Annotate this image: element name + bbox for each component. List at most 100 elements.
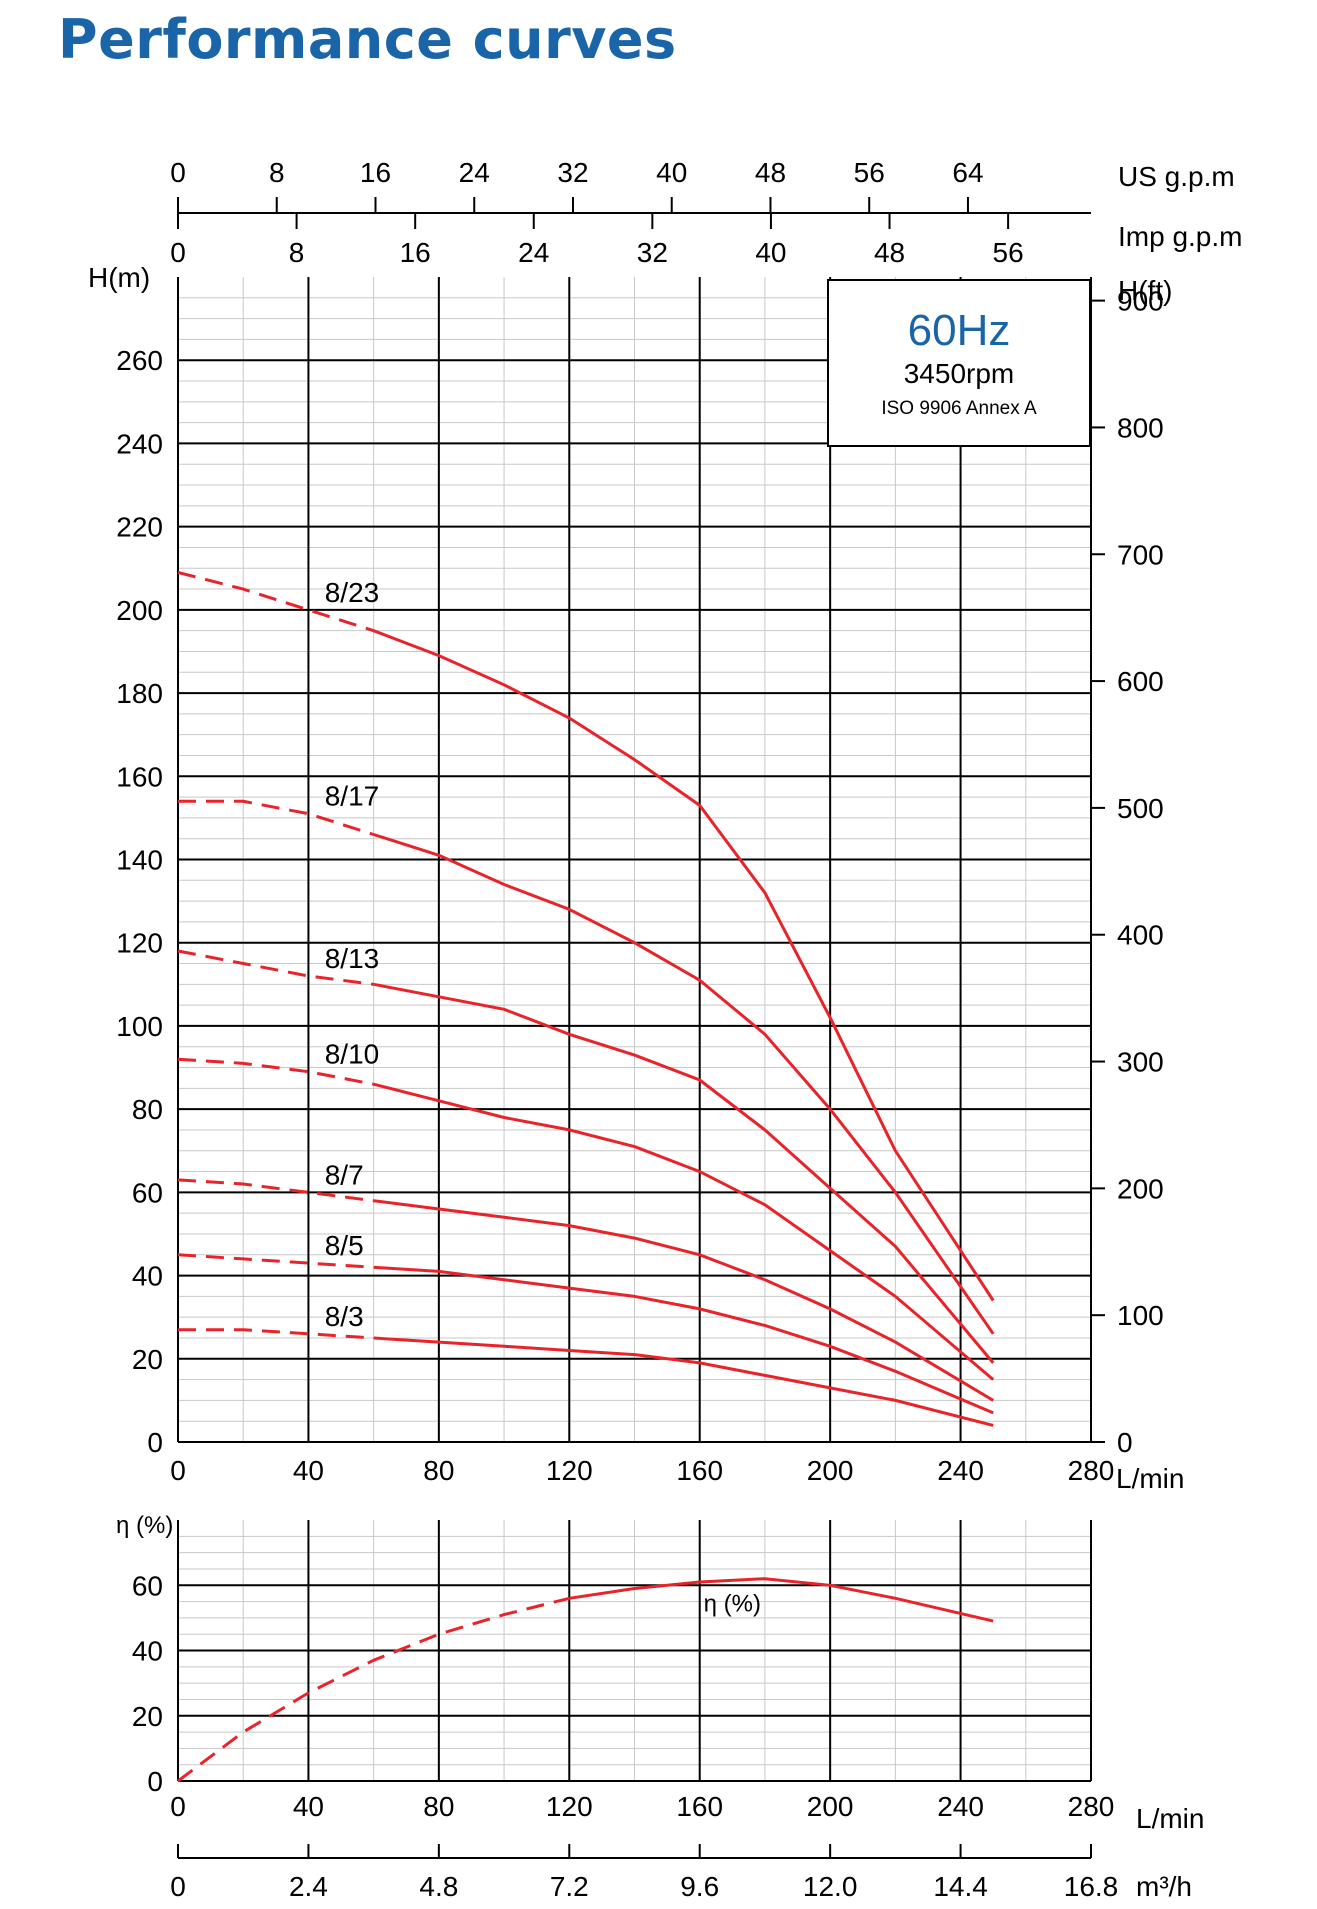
info-box [827,279,1091,447]
y2-tick-label: 400 [1117,920,1164,951]
y-tick-label: 160 [116,761,163,792]
series-label: 8/5 [325,1230,364,1261]
curve-8-23-dashed [177,570,375,633]
us-gpm-tick-label: 48 [755,157,786,188]
series-label: η (%) [704,1590,761,1617]
imp-gpm-tick-label: 48 [874,237,905,268]
us-gpm-tick-label: 16 [360,157,391,188]
imp-gpm-axis-title: Imp g.p.m [1118,221,1242,252]
us-gpm-tick-label: 0 [170,157,186,188]
curve-8-7-dashed [177,1178,374,1203]
x-tick-label: 0 [170,1455,186,1486]
speed-label: 3450rpm [904,358,1015,389]
y-tick-label: 180 [116,678,163,709]
curve-8-23-solid [373,629,995,1302]
curve-8-5-solid [373,1265,994,1415]
x-tick-label: 120 [546,1455,593,1486]
curve-8-13-solid [373,982,995,1364]
imp-gpm-tick-label: 16 [400,237,431,268]
eff-x-tick-label: 200 [807,1791,854,1822]
efficiency-curve-dashed [177,1596,570,1783]
y-tick-label: 0 [147,1427,163,1458]
x-tick-label: 200 [807,1455,854,1486]
imp-gpm-tick-label: 40 [755,237,786,268]
curve-8-3-solid [373,1336,994,1427]
y-tick-label: 240 [116,428,163,459]
efficiency-curve-solid [569,1577,994,1623]
imp-gpm-tick-label: 8 [289,237,305,268]
curve-8-3-dashed [178,1328,374,1340]
m3h-tick-label: 14.4 [933,1871,988,1902]
series-label: 8/3 [325,1301,364,1332]
curve-8-17-dashed [178,799,375,836]
curve-8-10-dashed [177,1057,374,1086]
y2-tick-label: 600 [1117,666,1164,697]
y-tick-label: 40 [132,1261,163,1292]
us-gpm-tick-label: 40 [656,157,687,188]
series-label: 8/10 [325,1039,380,1070]
m3h-tick-label: 7.2 [550,1871,589,1902]
major-grid [178,277,1091,1781]
y2-tick-label: 300 [1117,1047,1164,1078]
y2-tick-label: 0 [1117,1427,1133,1458]
eff-x-tick-label: 280 [1068,1791,1115,1822]
imp-gpm-tick-label: 24 [518,237,549,268]
m3h-tick-label: 9.6 [680,1871,719,1902]
eff-x-tick-label: 40 [293,1791,324,1822]
eff-x-tick-label: 120 [546,1791,593,1822]
y2-axis-title: H(ft) [1118,275,1172,306]
imp-gpm-tick-label: 0 [170,237,186,268]
imp-gpm-tick-label: 56 [993,237,1024,268]
eff-y-tick-label: 60 [132,1570,163,1601]
series-label: 8/13 [325,943,380,974]
y-tick-label: 20 [132,1344,163,1375]
eff-x-tick-label: 0 [170,1791,186,1822]
series-label: 8/23 [325,577,380,608]
m3h-tick-label: 12.0 [803,1871,858,1902]
m3h-tick-label: 4.8 [419,1871,458,1902]
y2-tick-label: 800 [1117,412,1164,443]
axes [177,197,1105,1859]
eff-y-axis-title: η (%) [116,1512,173,1539]
us-gpm-axis-title: US g.p.m [1118,161,1235,192]
x-axis-title: L/min [1116,1463,1184,1494]
y-tick-label: 80 [132,1094,163,1125]
y2-tick-label: 200 [1117,1173,1164,1204]
us-gpm-tick-label: 24 [459,157,490,188]
x-tick-label: 240 [937,1455,984,1486]
y-tick-label: 260 [116,345,163,376]
y-axis-title: H(m) [88,262,150,293]
y-tick-label: 140 [116,845,163,876]
eff-x-tick-label: 160 [676,1791,723,1822]
curve-8-13-dashed [177,949,374,986]
eff-x-axis-title: L/min [1136,1803,1204,1834]
curve-8-17-solid [373,833,995,1335]
us-gpm-tick-label: 8 [269,157,285,188]
x-tick-label: 40 [293,1455,324,1486]
y-tick-label: 200 [116,595,163,626]
y-tick-label: 100 [116,1011,163,1042]
series-label: 8/17 [325,781,380,812]
x-tick-label: 160 [676,1455,723,1486]
y-tick-label: 120 [116,928,163,959]
us-gpm-tick-label: 64 [952,157,983,188]
eff-x-tick-label: 240 [937,1791,984,1822]
page-title: Performance curves [58,8,677,71]
y-tick-label: 220 [116,512,163,543]
us-gpm-tick-label: 56 [854,157,885,188]
m3h-tick-label: 2.4 [289,1871,328,1902]
us-gpm-tick-label: 32 [557,157,588,188]
m3h-tick-label: 16.8 [1064,1871,1119,1902]
x-tick-label: 280 [1068,1455,1115,1486]
eff-x-tick-label: 80 [423,1791,454,1822]
eff-y-tick-label: 40 [132,1636,163,1667]
minor-grid [178,277,1091,1781]
y-tick-label: 60 [132,1177,163,1208]
y2-tick-label: 100 [1117,1300,1164,1331]
y2-tick-label: 500 [1117,793,1164,824]
eff-y-tick-label: 20 [132,1701,163,1732]
m3h-tick-label: 0 [170,1871,186,1902]
curve-8-7-solid [373,1199,994,1402]
